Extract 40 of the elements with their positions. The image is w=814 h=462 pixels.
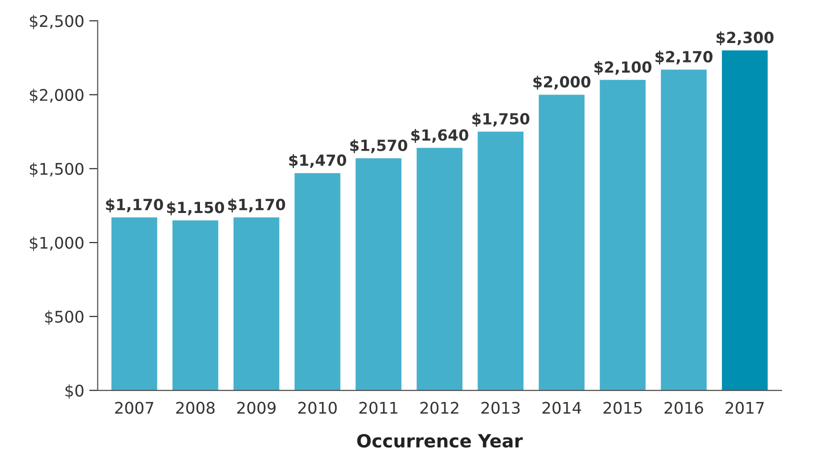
data-label: $2,300 — [716, 31, 774, 46]
bar — [722, 50, 768, 390]
bar — [600, 80, 646, 390]
y-tick-label: $500 — [45, 310, 84, 325]
x-axis-title: Occurrence Year — [357, 434, 523, 448]
data-label: $1,470 — [289, 154, 346, 168]
bar — [234, 217, 280, 390]
bar — [478, 132, 524, 390]
y-tick-label: $1,000 — [30, 236, 84, 251]
x-tick-label: 2012 — [420, 402, 458, 414]
data-label: $2,170 — [655, 50, 713, 64]
bar — [660, 70, 707, 390]
bar — [111, 217, 158, 390]
bar — [356, 158, 402, 390]
data-label: $1,170 — [228, 198, 286, 212]
x-tick-label: 2010 — [298, 402, 337, 414]
data-label: $1,640 — [411, 128, 468, 143]
x-tick-label: 2017 — [726, 402, 764, 414]
bar — [538, 94, 585, 390]
y-tick-label: $2,500 — [30, 14, 84, 30]
data-label: $2,100 — [594, 60, 652, 75]
bar — [172, 220, 218, 390]
y-tick-label: $2,000 — [30, 88, 84, 104]
y-tick-label: $0 — [65, 384, 84, 399]
x-tick-label: 2008 — [176, 402, 215, 414]
x-tick-label: 2014 — [542, 402, 582, 414]
y-tick-label: $1,500 — [30, 162, 84, 178]
x-tick-label: 2011 — [359, 402, 398, 414]
x-tick-label: 2009 — [237, 402, 276, 414]
data-label: $2,000 — [533, 76, 590, 90]
data-label: $1,170 — [106, 198, 164, 212]
data-label: $1,150 — [167, 201, 224, 216]
data-label: $1,750 — [472, 112, 530, 127]
bar — [416, 148, 462, 390]
x-tick-label: 2013 — [481, 402, 520, 414]
x-tick-label: 2016 — [664, 402, 704, 414]
bar — [294, 173, 340, 390]
x-tick-label: 2007 — [115, 402, 154, 414]
x-tick-label: 2015 — [604, 402, 642, 414]
data-label: $1,570 — [350, 139, 408, 154]
